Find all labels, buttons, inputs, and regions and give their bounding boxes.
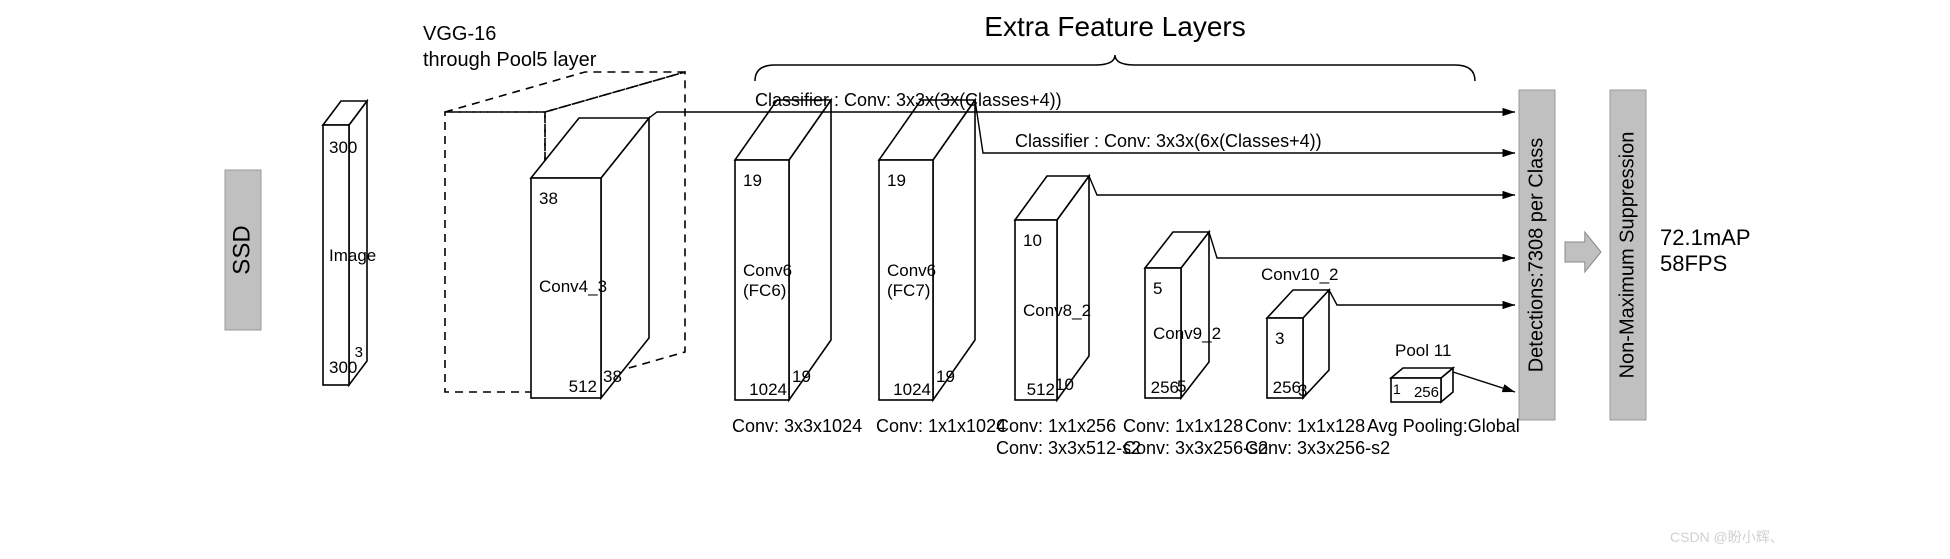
feature-arrow [1209, 232, 1515, 258]
classifier-2: Classifier : Conv: 3x3x(6x(Classes+4)) [1015, 131, 1322, 151]
conv4-3-h: 38 [539, 189, 558, 208]
conv10-2-h: 3 [1275, 329, 1284, 348]
extra-layers-title: Extra Feature Layers [984, 11, 1245, 42]
conv4-3-w: 38 [603, 367, 622, 386]
feature-arrow [1089, 176, 1515, 195]
watermark: CSDN @盼小辉、 [1670, 529, 1784, 545]
conv6-fc7-w: 19 [936, 367, 955, 386]
nms-label: Non-Maximum Suppression [1616, 132, 1638, 379]
conv6-fc7-depth: 1024 [893, 380, 931, 399]
pool11-sub: Avg Pooling:Global [1367, 416, 1520, 436]
feature-arrow [1329, 290, 1515, 305]
conv6-fc6-h: 19 [743, 171, 762, 190]
conv10-2-sub1: Conv: 1x1x128 [1245, 416, 1365, 436]
conv6-fc7-sub: Conv: 1x1x1024 [876, 416, 1006, 436]
conv8-2-h: 10 [1023, 231, 1042, 250]
conv6-fc6-w: 19 [792, 367, 811, 386]
image-h: 300 [329, 138, 357, 157]
conv8-2-sub2: Conv: 3x3x512-s2 [996, 438, 1141, 458]
conv9-2-h: 5 [1153, 279, 1162, 298]
conv8-2-w: 10 [1055, 375, 1074, 394]
result-map: 72.1mAP [1660, 225, 1751, 250]
image-w: 300 [329, 358, 357, 377]
conv8-2-sub1: Conv: 1x1x256 [996, 416, 1116, 436]
ssd-label: SSD [228, 225, 255, 274]
conv9-2-depth: 256 [1151, 378, 1179, 397]
conv10-2-sub2: Conv: 3x3x256-s2 [1245, 438, 1390, 458]
extra-layers-brace [755, 55, 1475, 81]
conv6-fc6-label2: (FC6) [743, 281, 786, 300]
image-label: Image [329, 246, 376, 265]
pool11-label: Pool 11 [1395, 341, 1451, 360]
pool11-depth: 256 [1414, 384, 1439, 401]
conv6-fc7-h: 19 [887, 171, 906, 190]
conv6-fc7-label1: Conv6 [887, 261, 936, 280]
classifier-1: Classifier : Conv: 3x3x(3x(Classes+4)) [755, 90, 1062, 110]
image-depth: 3 [355, 344, 363, 361]
conv10-2-depth: 256 [1273, 378, 1301, 397]
pool11-size: 1 [1393, 381, 1401, 397]
conv6-fc6-sub: Conv: 3x3x1024 [732, 416, 862, 436]
conv4-3-depth: 512 [569, 377, 597, 396]
conv6-fc7-label2: (FC7) [887, 281, 930, 300]
conv9-2-label: Conv9_2 [1153, 324, 1221, 343]
conv10-2-label-top: Conv10_2 [1261, 265, 1339, 284]
conv6-fc6-label1: Conv6 [743, 261, 792, 280]
vgg16-line1: VGG-16 [423, 23, 496, 45]
result-fps: 58FPS [1660, 251, 1727, 276]
detections-label: Detections:7308 per Class [1525, 138, 1547, 373]
conv6-fc6-depth: 1024 [749, 380, 787, 399]
vgg16-line2: through Pool5 layer [423, 49, 597, 71]
conv8-2-depth: 512 [1027, 380, 1055, 399]
conv9-2-sub1: Conv: 1x1x128 [1123, 416, 1243, 436]
feature-arrow [1453, 372, 1515, 392]
conv4-3-label: Conv4_3 [539, 277, 607, 296]
big-arrow [1565, 232, 1601, 272]
conv8-2-label: Conv8_2 [1023, 301, 1091, 320]
